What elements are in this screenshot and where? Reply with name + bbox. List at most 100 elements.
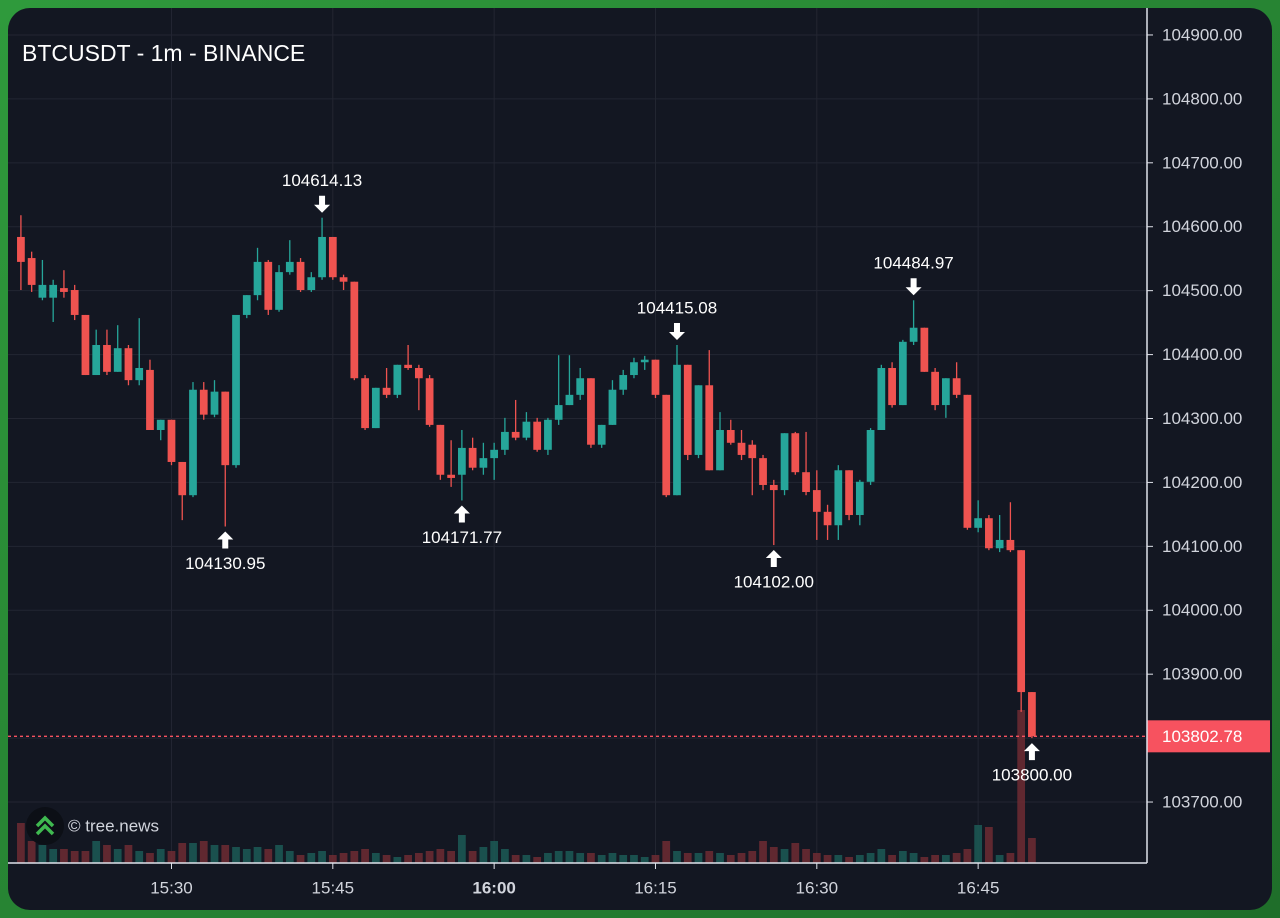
candle-body [178,461,187,496]
annotation: 104614.13 [282,171,362,213]
candle-body [769,484,778,491]
candle-body [242,295,251,315]
annotation-arrow [314,195,331,213]
candle-body [146,369,154,431]
y-tick-label: 104500.00 [1162,281,1242,300]
volume-bar [479,847,488,863]
y-tick-label: 103700.00 [1162,793,1242,812]
candle-body [414,368,423,379]
candle-body [307,277,316,291]
annotation-label: 104102.00 [734,573,814,592]
candle-body [156,419,165,431]
volume-bar [791,843,800,863]
volume-bar [70,851,79,863]
candle-body [38,284,47,298]
volume-bar [877,849,886,863]
annotation: 104130.95 [185,531,265,573]
volume-bar [447,851,455,863]
candle-body [898,341,907,406]
y-tick-label: 104600.00 [1162,217,1242,236]
annotation-arrow [905,278,922,296]
candle-body [942,378,950,406]
candle-body [877,368,886,431]
volume-bar [640,857,649,863]
volume-bar [963,849,972,863]
candle-body [27,258,36,285]
annotation-arrow [1023,743,1040,761]
volume-bar [92,841,101,863]
annotation-label: 104614.13 [282,171,362,190]
candle-body [608,389,617,425]
candle-body [931,371,939,406]
candle-body [726,430,735,443]
candle-body [759,458,767,485]
candle-body [683,364,692,455]
volume-bar [683,853,692,863]
candle-body [124,348,133,381]
annotation: 104415.08 [637,298,717,340]
candle-body [597,424,606,445]
watermark-text: © tree.news [68,816,159,835]
candle-body [210,391,219,415]
volume-bar [511,855,520,863]
volume-bar [17,823,25,863]
candle-body [544,419,552,450]
candle-body [425,378,434,425]
volume-bar [705,851,714,863]
volume-bar [318,851,326,863]
volume-bar [769,847,778,863]
volume-bar [199,841,208,863]
annotation: 104102.00 [734,550,814,592]
volume-bar [135,851,144,863]
candle-body [834,470,843,526]
candle-body [1017,550,1026,693]
candle-body [458,447,466,475]
volume-bar [909,853,918,863]
candle-body [995,539,1004,549]
candle-body [651,359,660,395]
candle-body [17,236,25,262]
volume-bar [888,855,896,863]
candle-body [855,481,864,516]
volume-bar [759,841,767,863]
grid [8,8,1147,863]
y-tick-label: 104000.00 [1162,601,1242,620]
volume-bar [673,851,681,863]
volume-bar [544,853,552,863]
candle-body [845,470,853,516]
candle-body [404,364,412,368]
annotation: 103800.00 [992,743,1072,785]
annotation-arrow [217,531,234,549]
candle-body [920,327,929,372]
candle-body [640,359,649,363]
volume-bar [38,845,47,863]
volume-bar [1017,710,1026,863]
volume-bar [662,841,671,863]
candle-body [468,447,477,468]
candle-body [113,348,122,372]
volume-bar [942,855,950,863]
volume-bar [178,843,187,863]
plot: 104614.13 104130.95 104171.77 104415.08 1041… [8,171,1147,785]
annotation-arrow [453,505,470,523]
candle-body [70,290,79,315]
candle-body [963,394,972,528]
candle-body [673,364,681,496]
candle-body [576,378,585,395]
volume-bar [425,851,434,863]
watermark: © tree.news [26,807,159,845]
candle-body [393,364,402,395]
volume-bar [458,835,466,863]
volume-bar [974,825,983,863]
candle-body [662,394,671,496]
candle-body [232,314,240,466]
volume-bar [597,855,606,863]
candle-body [275,272,283,310]
chart-title: BTCUSDT - 1m - BINANCE [22,40,305,66]
panel [8,8,1272,910]
volume-bar [630,855,638,863]
volume-bar [382,855,391,863]
y-tick-label: 104200.00 [1162,473,1242,492]
volume-bar [726,855,735,863]
